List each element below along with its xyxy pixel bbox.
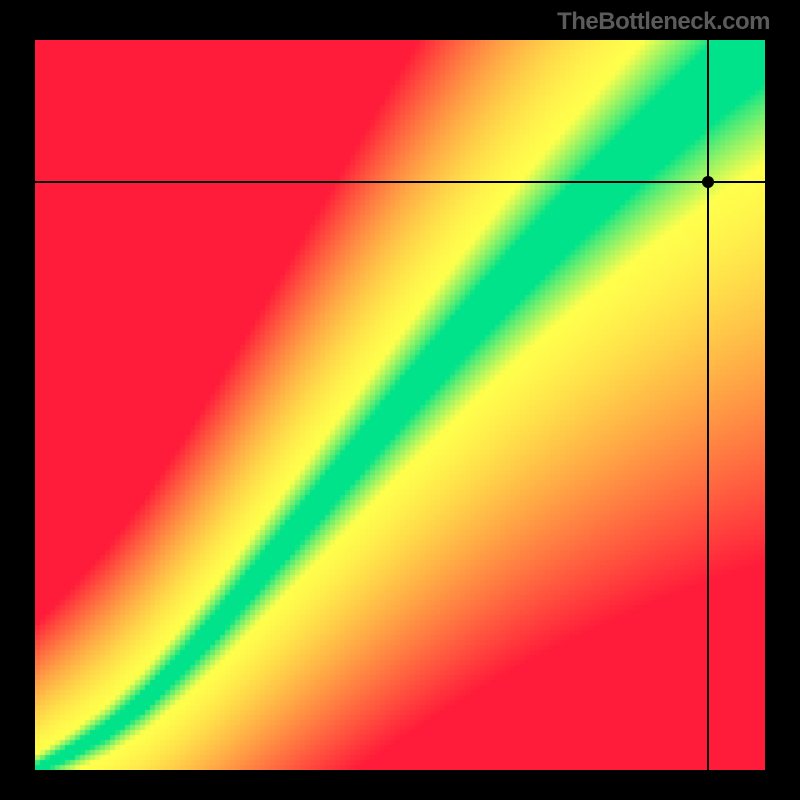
watermark-text: TheBottleneck.com [557, 8, 770, 36]
crosshair-vertical [707, 40, 709, 770]
bottleneck-heatmap [35, 40, 765, 770]
crosshair-marker [702, 176, 714, 188]
crosshair-horizontal [35, 181, 765, 183]
